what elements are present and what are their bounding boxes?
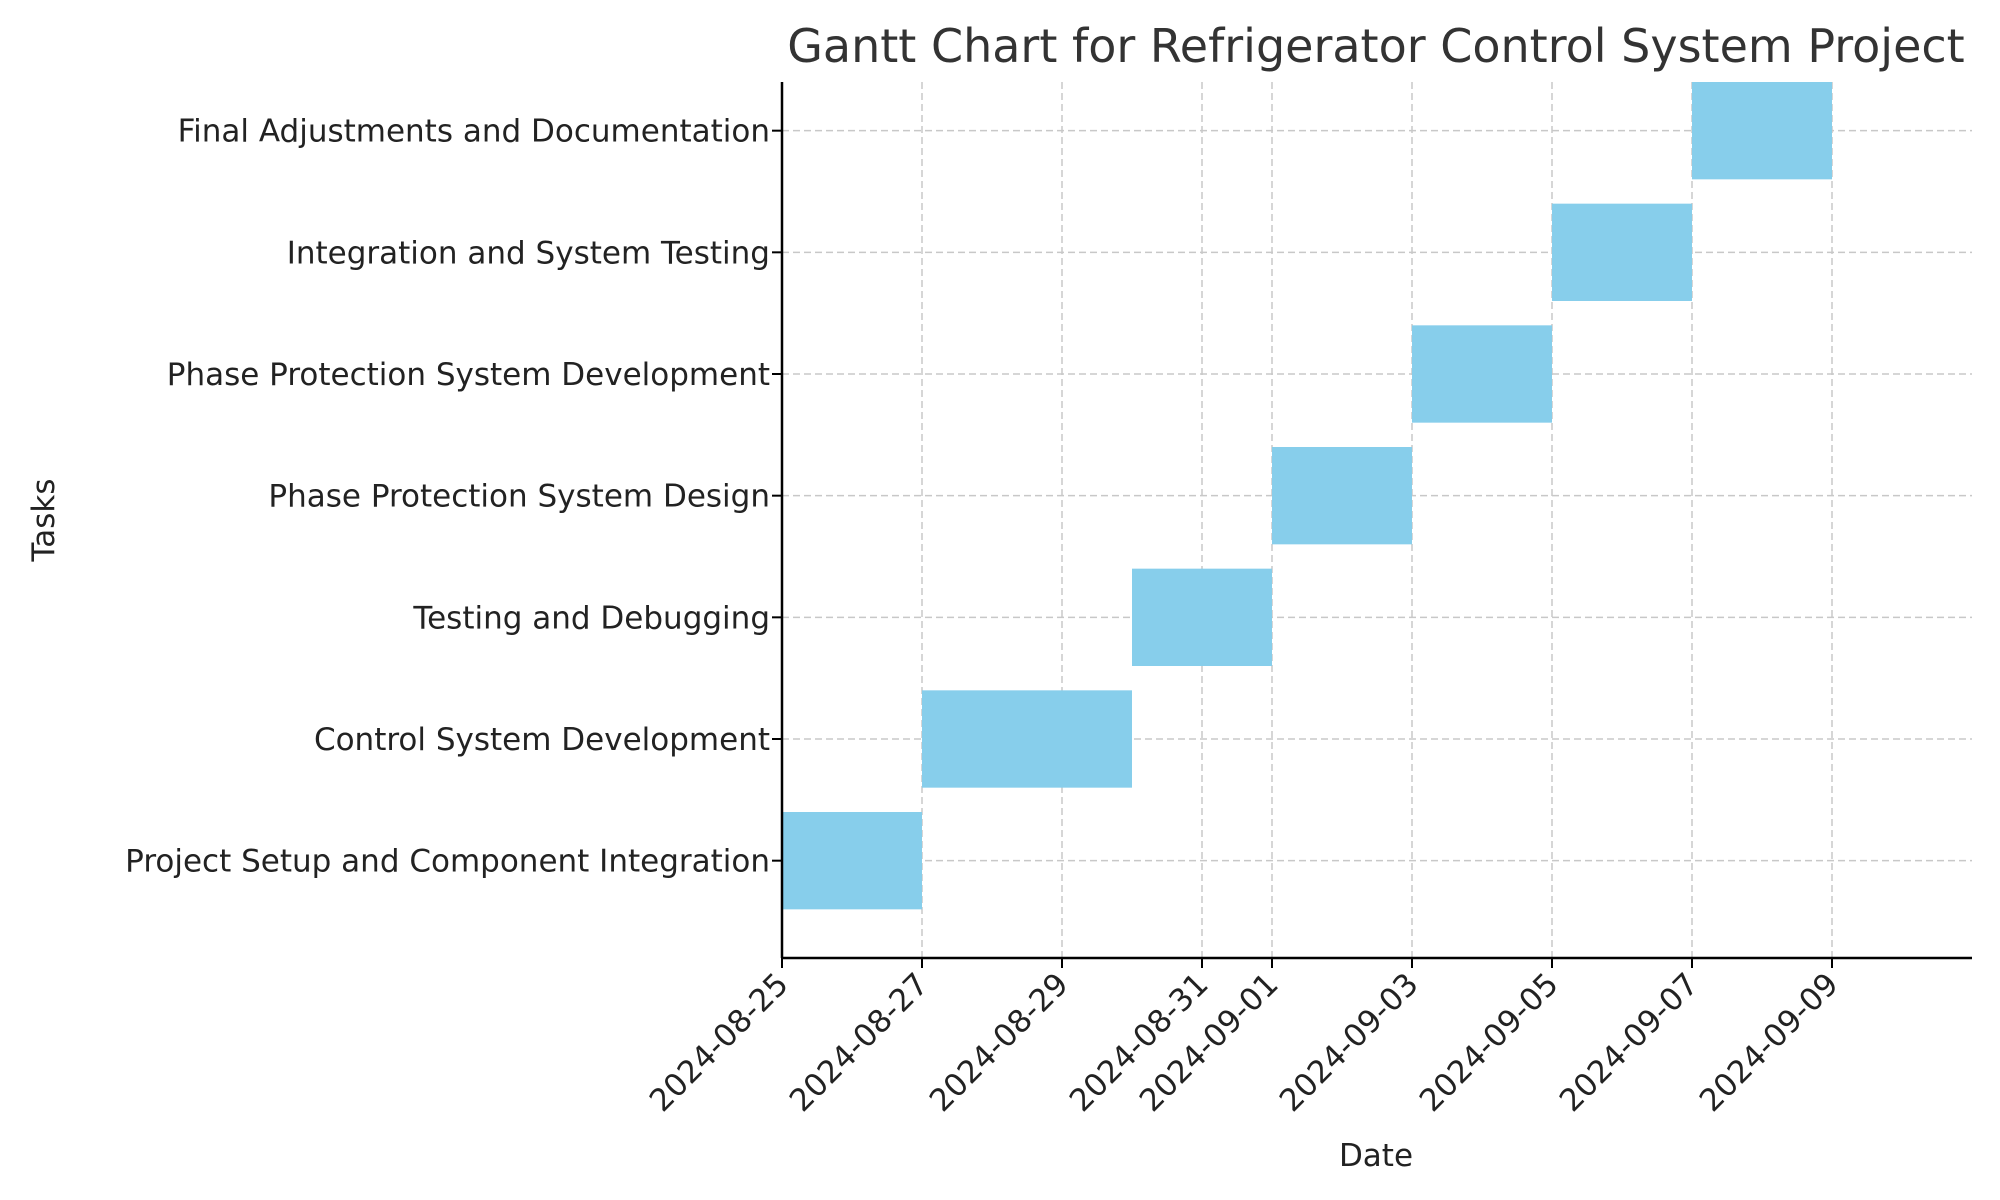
task-label: Project Setup and Component Integration xyxy=(125,844,770,880)
task-label: Phase Protection System Design xyxy=(268,479,770,515)
x-tick-label: 2024-08-29 xyxy=(923,966,1076,1119)
axis-ticks xyxy=(772,129,1833,968)
x-tick-label: 2024-09-05 xyxy=(1413,966,1566,1119)
chart-title: Gantt Chart for Refrigerator Control Sys… xyxy=(787,19,1964,73)
y-axis-label: Tasks xyxy=(26,478,62,562)
task-label: Phase Protection System Development xyxy=(167,357,770,393)
x-tick-label: 2024-08-27 xyxy=(783,966,936,1119)
task-label: Final Adjustments and Documentation xyxy=(178,114,770,150)
task-bar xyxy=(1272,447,1412,545)
task-bar xyxy=(782,812,922,910)
x-tick-label: 2024-09-09 xyxy=(1693,966,1846,1119)
task-bar xyxy=(1692,82,1832,180)
task-bar xyxy=(1132,568,1272,666)
task-bar xyxy=(1412,325,1552,423)
task-label: Integration and System Testing xyxy=(287,235,770,271)
x-tick-label: 2024-09-07 xyxy=(1553,966,1706,1119)
task-bar xyxy=(1552,203,1692,301)
x-axis-label: Date xyxy=(1339,1138,1413,1174)
task-bars xyxy=(782,82,1832,910)
x-tick-label: 2024-09-03 xyxy=(1273,966,1426,1119)
task-label: Control System Development xyxy=(314,722,770,758)
axes xyxy=(780,82,1972,960)
task-label: Testing and Debugging xyxy=(412,600,770,636)
task-bar xyxy=(922,690,1132,788)
x-tick-label: 2024-08-25 xyxy=(643,966,796,1119)
